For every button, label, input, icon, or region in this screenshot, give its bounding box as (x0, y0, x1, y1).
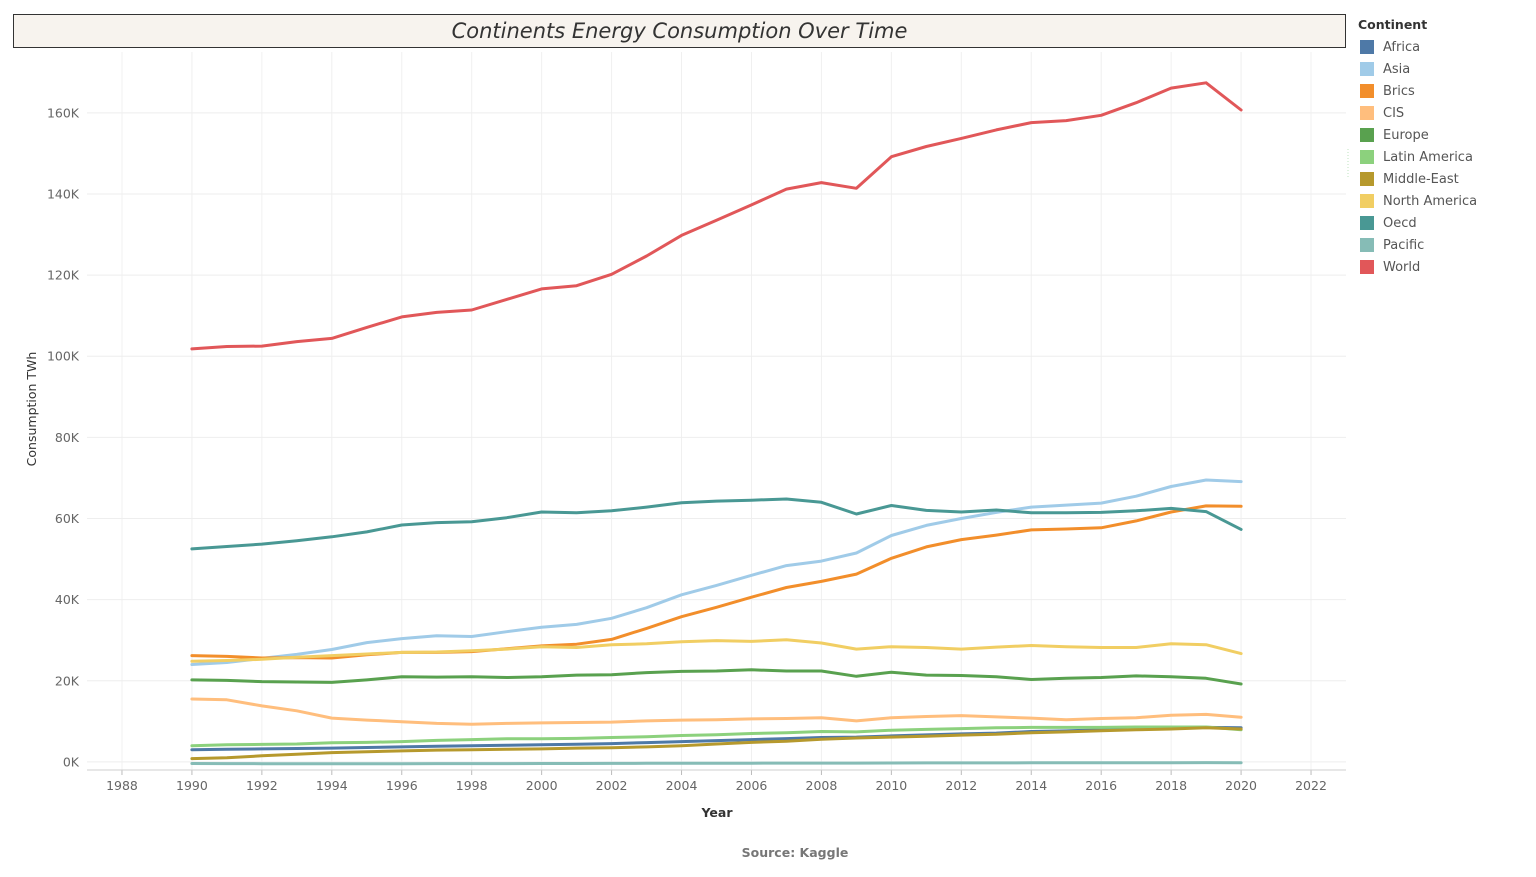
legend-label: World (1383, 259, 1421, 275)
legend-item-north-america[interactable]: North America (1358, 190, 1528, 212)
x-tick-label: 2000 (526, 778, 558, 793)
legend-label: Pacific (1383, 237, 1425, 253)
legend-item-cis[interactable]: CIS (1358, 102, 1528, 124)
source-note: Source: Kaggle (741, 845, 849, 860)
x-tick-label: 1988 (106, 778, 138, 793)
x-tick-label: 1998 (456, 778, 488, 793)
legend-swatch (1360, 194, 1374, 208)
legend-label: North America (1383, 193, 1478, 209)
legend-label: Africa (1383, 39, 1421, 55)
x-tick-label: 2004 (666, 778, 698, 793)
legend-swatch (1360, 40, 1374, 54)
y-tick-label: 100K (47, 349, 80, 364)
series-line-brics[interactable] (190, 504, 1243, 660)
legend-item-oecd[interactable]: Oecd (1358, 212, 1528, 234)
y-axis-title: Consumption TWh (24, 352, 39, 467)
y-tick-label: 60K (55, 511, 80, 526)
series-line-europe[interactable] (190, 668, 1243, 686)
x-tick-label: 2008 (806, 778, 838, 793)
series-line-asia[interactable] (190, 478, 1243, 666)
legend-title: Continent (1358, 17, 1428, 32)
legend-item-europe[interactable]: Europe (1358, 124, 1528, 146)
legend-item-latin-america[interactable]: Latin America (1358, 146, 1528, 168)
x-tick-label: 2022 (1295, 778, 1327, 793)
legend-label: Europe (1383, 127, 1429, 143)
x-tick-label: 2014 (1015, 778, 1047, 793)
legend-item-world[interactable]: World (1358, 256, 1528, 278)
legend-swatch (1360, 216, 1374, 230)
x-tick-label: 2002 (596, 778, 628, 793)
legend-label: Brics (1383, 83, 1415, 99)
y-tick-label: 160K (47, 105, 80, 120)
legend-label: Latin America (1383, 149, 1473, 165)
x-tick-label: 2016 (1085, 778, 1117, 793)
series-line-middle-east[interactable] (190, 726, 1243, 761)
chart-title-box: Continents Energy Consumption Over Time (13, 14, 1346, 48)
x-tick-label: 1994 (316, 778, 348, 793)
legend-swatch (1360, 62, 1374, 76)
legend-label: Middle-East (1383, 171, 1459, 187)
legend-label: CIS (1383, 105, 1405, 121)
grid (87, 52, 1346, 770)
series-line-cis[interactable] (190, 697, 1243, 726)
y-tick-label: 140K (47, 186, 80, 201)
legend-item-middle-east[interactable]: Middle-East (1358, 168, 1528, 190)
y-tick-label: 80K (55, 430, 80, 445)
x-axis-title: Year (701, 805, 734, 820)
x-tick-label: 2012 (945, 778, 977, 793)
series-line-latin-america[interactable] (190, 725, 1243, 748)
legend-swatch (1360, 260, 1374, 274)
legend-swatch (1360, 238, 1374, 252)
legend-swatch (1360, 106, 1374, 120)
y-tick-label: 20K (55, 673, 80, 688)
x-tick-label: 2020 (1225, 778, 1257, 793)
series-line-oecd[interactable] (190, 497, 1243, 551)
legend-swatch (1360, 150, 1374, 164)
y-tick-label: 40K (55, 592, 80, 607)
series-lines (190, 81, 1243, 766)
legend: Continent Africa Asia Brics CIS Europe Latin … (1358, 17, 1528, 278)
x-tick-label: 2018 (1155, 778, 1187, 793)
legend-swatch (1360, 84, 1374, 98)
legend-item-pacific[interactable]: Pacific (1358, 234, 1528, 256)
legend-item-africa[interactable]: Africa (1358, 36, 1528, 58)
chart-title: Continents Energy Consumption Over Time (451, 19, 908, 43)
x-tick-label: 2006 (736, 778, 768, 793)
x-tick-label: 1992 (246, 778, 278, 793)
legend-swatch (1360, 128, 1374, 142)
x-tick-label: 2010 (875, 778, 907, 793)
series-line-north-america[interactable] (190, 638, 1243, 663)
x-tick-label: 1990 (176, 778, 208, 793)
legend-label: Asia (1383, 61, 1411, 77)
y-tick-label: 0K (63, 754, 80, 769)
series-line-pacific[interactable] (190, 761, 1243, 766)
x-tick-label: 1996 (386, 778, 418, 793)
axes: 1988 1990 1992 1994 1996 1998 2000 2002 2004 2006… (47, 105, 1349, 793)
legend-item-asia[interactable]: Asia (1358, 58, 1528, 80)
series-line-world[interactable] (190, 81, 1243, 351)
y-tick-label: 120K (47, 268, 80, 283)
legend-item-brics[interactable]: Brics (1358, 80, 1528, 102)
legend-label: Oecd (1383, 215, 1417, 231)
legend-swatch (1360, 172, 1374, 186)
